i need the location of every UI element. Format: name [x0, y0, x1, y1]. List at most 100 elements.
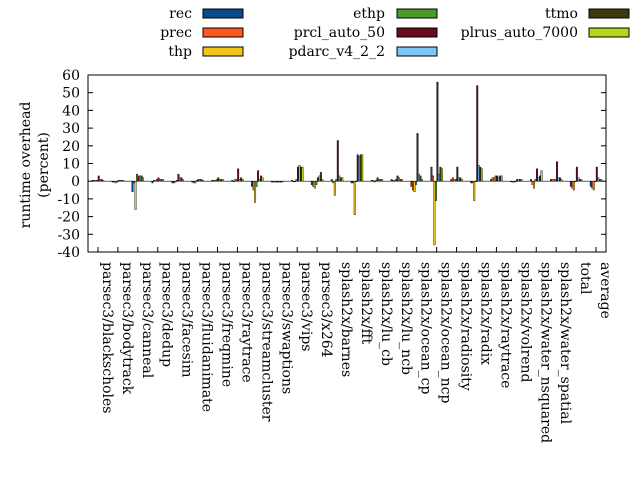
x-tick-label: parsec3/dedup — [159, 262, 175, 367]
bar-prcl_auto_50 — [536, 168, 538, 182]
y-tick-label: 20 — [62, 139, 80, 155]
bar-prcl_auto_50 — [356, 154, 359, 182]
bar-ethp — [415, 180, 417, 185]
bar-ethp — [315, 180, 318, 185]
y-tick-label: 40 — [62, 103, 80, 119]
bar-plrus_auto_7000 — [261, 177, 264, 182]
bar-ttmo — [260, 175, 263, 182]
bar-prcl_auto_50 — [575, 166, 578, 182]
bar-prec — [531, 180, 534, 185]
bar-ttmo — [339, 177, 342, 182]
bar-prcl_auto_50 — [595, 166, 598, 182]
x-tick-label: splash2x/barnes — [338, 262, 354, 377]
bar-thp — [572, 180, 575, 191]
bar-plrus_auto_7000 — [540, 170, 543, 182]
legend-label-rec: rec — [169, 6, 192, 22]
x-tick-label: average — [597, 262, 613, 319]
x-tick-label: splash2x/water_spatial — [557, 262, 573, 425]
y-tick-label: -10 — [57, 192, 80, 208]
bar-prcl_auto_50 — [217, 177, 220, 182]
bar-ttmo — [479, 166, 482, 182]
x-tick-label: parsec3/fluidanimate — [199, 262, 215, 412]
legend-swatch-ttmo — [588, 8, 630, 19]
bar-pdarc_v4_2_2 — [139, 175, 142, 182]
bar-pdarc_v4_2_2 — [537, 177, 540, 182]
y-axis-label-line: runtime overhead — [18, 102, 34, 229]
legend-swatch-plrus_auto_7000 — [588, 27, 630, 38]
x-tick-label: splash2x/fft — [358, 262, 374, 345]
x-tick-label: splash2x/lu_ncb — [398, 262, 414, 375]
bar-plrus_auto_7000 — [301, 166, 304, 182]
x-tick-label: splash2x/lu_cb — [378, 262, 394, 366]
x-tick-label: splash2x/raytrace — [497, 262, 513, 388]
bar-pdarc_v4_2_2 — [298, 165, 301, 182]
bar-prec — [491, 177, 494, 182]
legend-swatch-pdarc_v4_2_2 — [396, 46, 438, 57]
y-tick-label: -40 — [57, 245, 80, 261]
legend-swatch-rec — [202, 8, 244, 19]
x-tick-label: splash2x/volrend — [517, 262, 533, 383]
legend-swatch-ethp — [396, 8, 438, 19]
bar-prcl_auto_50 — [157, 177, 160, 182]
bar-plrus_auto_7000 — [440, 168, 443, 182]
x-tick-label: splash2x/ocean_ncp — [438, 262, 454, 403]
x-tick-label: parsec3/bodytrack — [119, 262, 135, 395]
legend-label-pdarc_v4_2_2: pdarc_v4_2_2 — [289, 44, 385, 60]
bar-pdarc_v4_2_2 — [577, 177, 580, 182]
bar-thp — [333, 180, 336, 196]
bar-pdarc_v4_2_2 — [597, 177, 600, 182]
bar-ttmo — [299, 166, 302, 182]
bar-pdarc_v4_2_2 — [398, 177, 401, 182]
bar-rec — [589, 180, 592, 187]
y-tick-label: -30 — [57, 227, 80, 243]
x-tick-label: parsec3/freqmine — [219, 262, 235, 387]
bar-thp — [433, 180, 436, 246]
bar-prcl_auto_50 — [257, 170, 260, 182]
legend-label-prec: prec — [160, 25, 192, 41]
legend-label-plrus_auto_7000: plrus_auto_7000 — [461, 25, 578, 41]
bar-prec — [451, 177, 454, 182]
y-tick-label: 30 — [62, 121, 80, 137]
x-tick-label: parsec3/blackscholes — [99, 262, 115, 413]
bar-pdarc_v4_2_2 — [477, 165, 480, 182]
bar-pdarc_v4_2_2 — [437, 173, 440, 182]
bar-pdarc_v4_2_2 — [318, 175, 321, 182]
y-axis-label-line: (percent) — [36, 132, 52, 198]
bar-ethp — [255, 180, 258, 187]
y-tick-label: 50 — [62, 86, 80, 102]
bar-ttmo — [319, 172, 322, 182]
bar-prec — [431, 175, 434, 182]
bar-pdarc_v4_2_2 — [457, 177, 460, 182]
bar-prcl_auto_50 — [177, 173, 180, 182]
bar-plrus_auto_7000 — [500, 175, 503, 182]
x-tick-label: parsec3/vips — [298, 262, 314, 351]
bar-pdarc_v4_2_2 — [418, 173, 420, 182]
x-tick-label: total — [577, 262, 593, 295]
bar-rec — [569, 180, 572, 187]
bar-ttmo — [140, 175, 143, 182]
bar-prcl_auto_50 — [416, 133, 419, 182]
bar-plrus_auto_7000 — [142, 177, 145, 182]
legend-label-ethp: ethp — [353, 6, 385, 22]
bar-ttmo — [499, 175, 502, 182]
x-tick-label: parsec3/streamcluster — [258, 262, 274, 422]
y-tick-label: 10 — [62, 157, 80, 173]
bar-prec — [571, 180, 574, 189]
bar-ttmo — [439, 166, 442, 182]
legend-swatch-prec — [202, 27, 244, 38]
legend-label-prcl_auto_50: prcl_auto_50 — [294, 25, 385, 41]
x-tick-label: parsec3/facesim — [179, 262, 195, 378]
bar-prcl_auto_50 — [396, 175, 399, 182]
y-tick-label: -20 — [57, 210, 80, 226]
bar-prcl_auto_50 — [456, 166, 459, 182]
legend-swatch-thp — [202, 46, 244, 57]
x-tick-label: splash2x/radiosity — [458, 262, 474, 391]
x-tick-label: parsec3/x264 — [318, 262, 334, 358]
bar-prcl_auto_50 — [336, 140, 339, 182]
bar-prcl_auto_50 — [97, 175, 100, 182]
bar-pdarc_v4_2_2 — [557, 177, 560, 182]
bar-prcl_auto_50 — [436, 81, 439, 182]
x-tick-label: parsec3/canneal — [139, 262, 155, 379]
legend-label-thp: thp — [168, 44, 192, 60]
